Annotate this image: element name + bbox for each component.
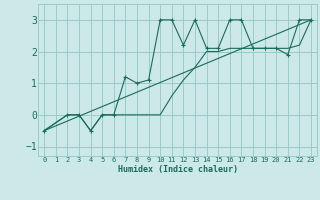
X-axis label: Humidex (Indice chaleur): Humidex (Indice chaleur) [118, 165, 238, 174]
